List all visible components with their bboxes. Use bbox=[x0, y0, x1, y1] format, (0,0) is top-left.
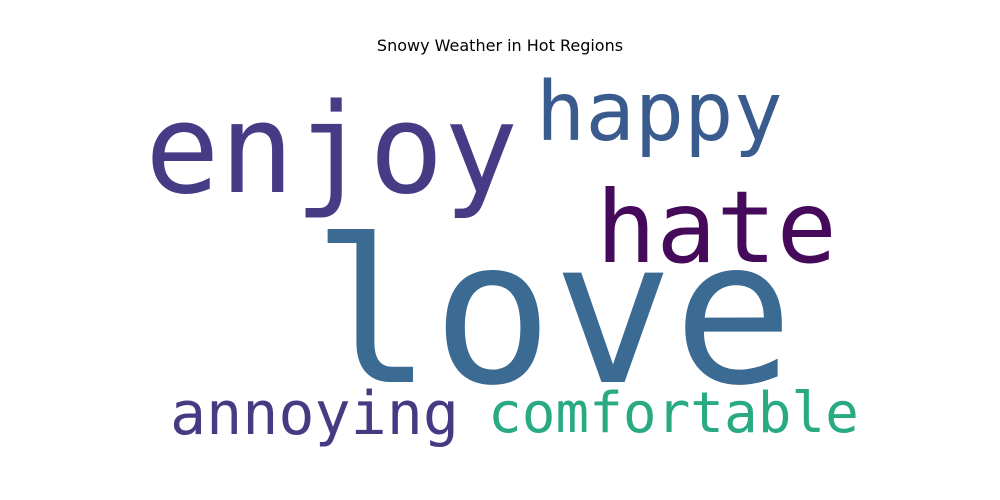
word-love: love bbox=[312, 197, 794, 430]
word-annoying: annoying bbox=[170, 379, 459, 449]
chart-title: Snowy Weather in Hot Regions bbox=[376, 36, 624, 55]
word-comfortable: comfortable bbox=[488, 381, 859, 446]
word-hate: hate bbox=[596, 169, 837, 286]
word-happy: happy bbox=[536, 65, 783, 160]
word-enjoy: enjoy bbox=[145, 78, 519, 222]
